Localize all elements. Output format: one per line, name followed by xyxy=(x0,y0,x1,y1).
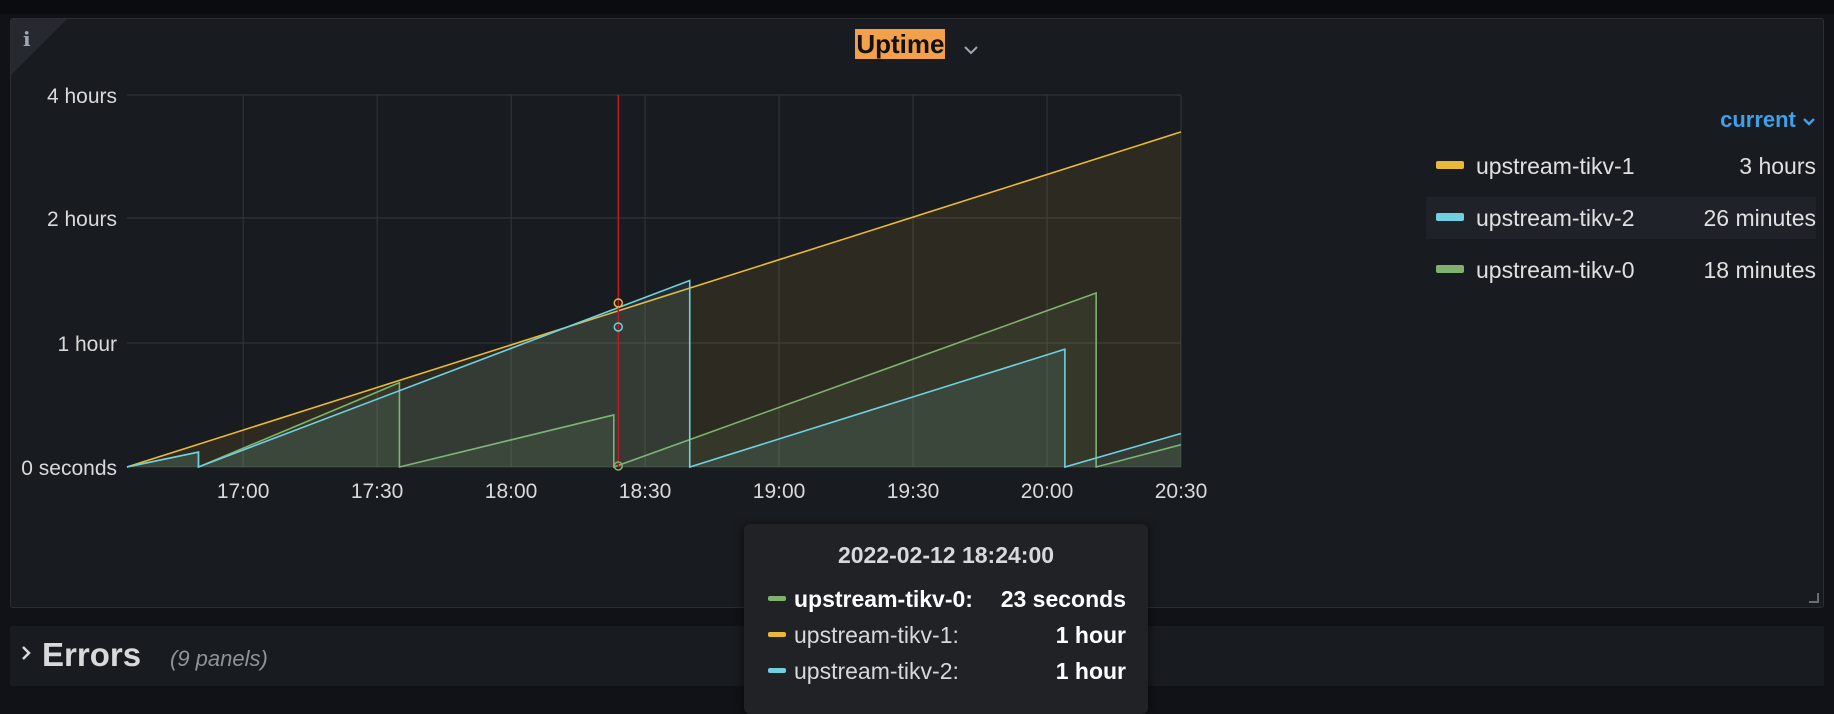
tooltip-series-value: 23 seconds xyxy=(1000,586,1126,612)
tooltip-time: 2022-02-12 18:24:00 xyxy=(837,542,1055,568)
tooltip-series-name: upstream-tikv-1: xyxy=(794,622,959,648)
legend-item-name[interactable]: upstream-tikv-2 xyxy=(1476,205,1635,231)
legend-item-name[interactable]: upstream-tikv-0 xyxy=(1476,257,1635,283)
series-color-swatch[interactable] xyxy=(1436,213,1464,221)
uptime-panel: i Uptime 4 hours 2 hours 1 hour 0 seconds 17… xyxy=(10,18,1824,608)
panel-info-corner[interactable] xyxy=(11,19,67,75)
legend-item-upstream-tikv-0[interactable]: upstream-tikv-0 18 minutes xyxy=(1426,249,1816,291)
x-tick-label: 20:30 xyxy=(1155,480,1208,503)
legend-item-value: 3 hours xyxy=(1739,153,1816,179)
hover-point-marker xyxy=(613,322,624,332)
graph-tooltip: 2022-02-12 18:24:00 upstream-tikv-0: 23 … xyxy=(744,524,1148,714)
y-tick-label: 2 hours xyxy=(47,208,117,231)
tooltip-row: upstream-tikv-0: 23 seconds xyxy=(768,584,1126,614)
x-tick-label: 17:30 xyxy=(351,480,404,503)
series-color-swatch xyxy=(768,596,786,601)
chevron-down-icon[interactable] xyxy=(1802,117,1816,127)
series-area-upstream-tikv-2 xyxy=(127,280,1181,467)
panel-title-menu[interactable]: Uptime xyxy=(11,29,1823,62)
info-icon[interactable]: i xyxy=(23,27,31,51)
y-tick-label: 0 seconds xyxy=(21,457,117,480)
y-tick-label: 4 hours xyxy=(47,85,117,108)
uptime-chart[interactable]: 4 hours 2 hours 1 hour 0 seconds 17:00 17:30 1… xyxy=(11,19,1825,609)
x-tick-label: 19:30 xyxy=(887,480,940,503)
tooltip-row: upstream-tikv-2: 1 hour xyxy=(768,656,1126,686)
series-line-upstream-tikv-1 xyxy=(126,131,1182,468)
legend-header-label[interactable]: current xyxy=(1720,107,1796,132)
legend-item-value: 18 minutes xyxy=(1703,257,1816,283)
tooltip-series-name: upstream-tikv-0: xyxy=(794,586,973,612)
x-tick-label: 18:30 xyxy=(619,480,672,503)
series-area-upstream-tikv-0 xyxy=(127,293,1181,467)
legend-item-upstream-tikv-2[interactable]: upstream-tikv-2 26 minutes xyxy=(1426,197,1816,239)
series-color-swatch xyxy=(768,668,786,673)
x-tick-label: 18:00 xyxy=(485,480,538,503)
legend-item-upstream-tikv-1[interactable]: upstream-tikv-1 3 hours xyxy=(1426,145,1816,187)
series-color-swatch[interactable] xyxy=(1436,161,1464,169)
tooltip-series-name: upstream-tikv-2: xyxy=(794,658,959,684)
hover-point-marker xyxy=(613,298,624,308)
hover-point-marker xyxy=(613,461,624,471)
series-color-swatch xyxy=(768,632,786,637)
tooltip-row: upstream-tikv-1: 1 hour xyxy=(768,620,1126,650)
legend-item-name[interactable]: upstream-tikv-1 xyxy=(1476,153,1635,179)
panel-title[interactable]: Uptime xyxy=(855,29,946,59)
panel-resize-handle[interactable] xyxy=(1809,593,1819,603)
chevron-right-icon[interactable] xyxy=(20,644,32,667)
series-line-upstream-tikv-2 xyxy=(126,279,1182,469)
legend-sort-current[interactable]: current xyxy=(1720,107,1816,133)
x-tick-label: 19:00 xyxy=(753,480,806,503)
y-tick-label: 1 hour xyxy=(57,333,117,356)
x-tick-label: 17:00 xyxy=(217,480,270,503)
row-title[interactable]: Errors xyxy=(42,636,142,673)
row-panel-count: (9 panels) xyxy=(170,646,268,671)
top-bar xyxy=(0,0,1834,14)
tooltip-series-value: 1 hour xyxy=(1055,658,1126,684)
chevron-down-icon[interactable] xyxy=(963,31,979,62)
series-color-swatch[interactable] xyxy=(1436,265,1464,273)
tooltip-series-value: 1 hour xyxy=(1055,622,1126,648)
legend-item-value: 26 minutes xyxy=(1703,205,1816,231)
x-tick-label: 20:00 xyxy=(1021,480,1074,503)
